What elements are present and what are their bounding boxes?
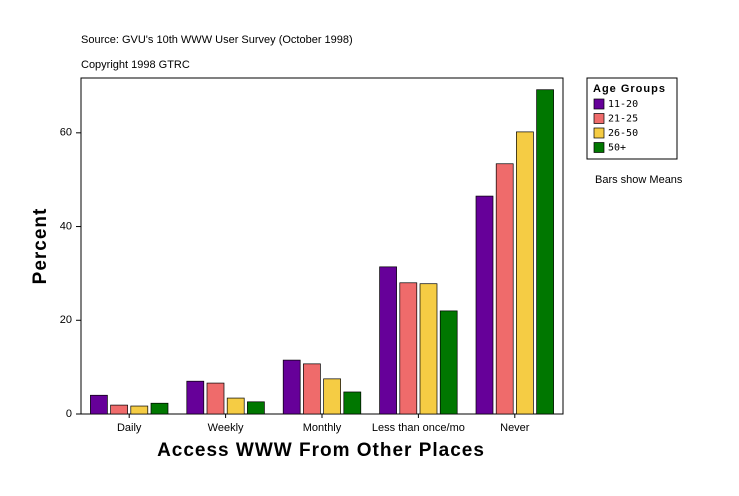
legend-label: 50+ <box>608 143 626 154</box>
bar <box>110 404 128 415</box>
bar <box>303 363 321 415</box>
bar <box>130 405 149 415</box>
legend-title: Age Groups <box>593 83 666 95</box>
y-tick-label: 20 <box>60 314 72 326</box>
legend-swatch <box>593 98 605 110</box>
bar <box>323 378 341 415</box>
y-tick-label: 0 <box>66 408 72 420</box>
x-tick-label: Less than once/mo <box>372 422 465 434</box>
legend-swatch <box>593 113 605 124</box>
legend-label: 11-20 <box>608 99 638 110</box>
x-axis-label: Access WWW From Other Places <box>157 440 485 461</box>
bar <box>186 380 205 415</box>
y-tick-label: 40 <box>60 220 72 232</box>
bar <box>247 401 265 415</box>
x-tick-label: Never <box>500 422 530 434</box>
copyright: Copyright 1998 GTRC <box>81 59 190 71</box>
legend-swatch <box>593 127 605 139</box>
bar <box>206 382 225 415</box>
x-tick-label: Monthly <box>303 422 342 434</box>
legend-swatch <box>593 142 605 153</box>
bar <box>343 391 362 415</box>
bar <box>399 282 418 415</box>
bar <box>419 283 438 415</box>
bar <box>150 402 169 415</box>
bar <box>516 131 534 415</box>
legend-label: 26-50 <box>608 128 638 139</box>
bar <box>495 163 514 415</box>
y-tick-label: 60 <box>60 127 72 139</box>
bar <box>282 359 301 415</box>
bar <box>536 89 554 415</box>
bar <box>379 266 397 415</box>
bar <box>475 195 494 415</box>
y-axis-label: Percent <box>30 208 51 285</box>
x-tick-label: Daily <box>117 422 142 434</box>
bar <box>226 397 245 415</box>
source: Source: GVU's 10th WWW User Survey (Octo… <box>81 34 353 46</box>
note: Bars show Means <box>595 174 683 186</box>
bar <box>439 310 458 415</box>
legend-label: 21-25 <box>608 114 638 125</box>
bar <box>90 394 108 415</box>
x-tick-label: Weekly <box>208 422 244 434</box>
